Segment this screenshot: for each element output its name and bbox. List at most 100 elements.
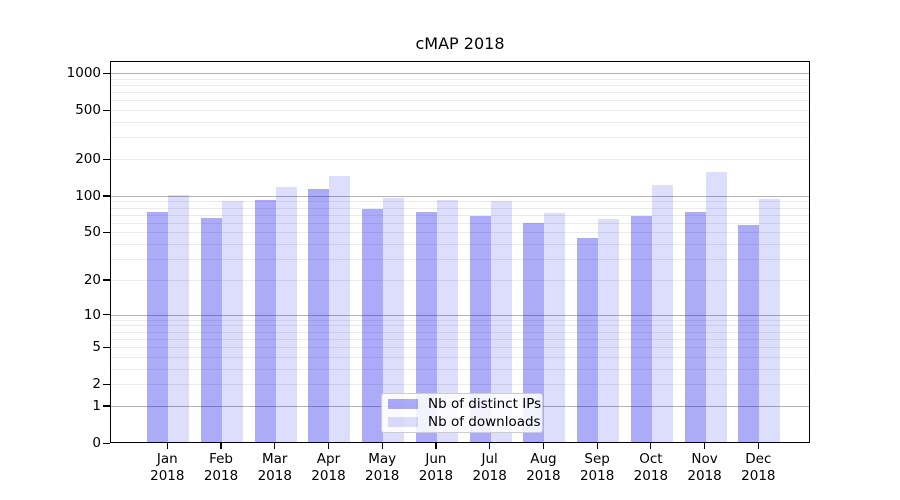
y-tick-mark — [103, 279, 110, 281]
y-tick-label: 20 — [83, 271, 101, 288]
minor-gridline — [111, 84, 809, 86]
bar-distinct-ips — [254, 200, 276, 442]
x-tick-label: Apr 2018 — [311, 451, 346, 484]
x-tick-mark — [704, 443, 706, 449]
minor-gridline — [111, 347, 809, 349]
x-tick-mark — [435, 443, 437, 449]
y-tick-mark — [103, 383, 110, 385]
y-tick-label: 100 — [75, 187, 101, 204]
plot-area — [110, 61, 810, 443]
x-tick-label: Mar 2018 — [257, 451, 292, 484]
x-tick-label: Sep 2018 — [579, 451, 615, 484]
minor-gridline — [111, 325, 809, 327]
bar-downloads — [383, 198, 405, 442]
x-tick-label: Oct 2018 — [633, 451, 669, 484]
legend-swatch-distinct-ips — [388, 399, 418, 409]
bar-distinct-ips — [523, 222, 545, 442]
x-tick-mark — [650, 443, 652, 449]
legend-label-distinct-ips: Nb of distinct IPs — [428, 396, 542, 412]
legend-label-downloads: Nb of downloads — [428, 414, 541, 430]
minor-gridline — [111, 122, 809, 124]
minor-gridline — [111, 384, 809, 386]
minor-gridline — [111, 201, 809, 203]
minor-gridline — [111, 368, 809, 370]
bar-downloads — [544, 212, 566, 442]
bar-distinct-ips — [147, 211, 169, 442]
legend-swatch-downloads — [388, 417, 418, 427]
y-tick-label: 50 — [83, 224, 101, 241]
legend: Nb of distinct IPs Nb of downloads — [381, 393, 543, 433]
x-tick-mark — [489, 443, 491, 449]
x-tick-mark — [381, 443, 383, 449]
y-tick-label: 10 — [83, 306, 101, 323]
bar-downloads — [275, 187, 297, 442]
bar-distinct-ips — [577, 237, 599, 442]
x-tick-mark — [274, 443, 276, 449]
bar-downloads — [705, 171, 727, 442]
minor-gridline — [111, 331, 809, 333]
x-tick-mark — [596, 443, 598, 449]
bar-downloads — [759, 198, 781, 442]
bar-downloads — [168, 194, 190, 442]
bar-downloads — [329, 176, 351, 442]
y-tick-mark — [103, 314, 110, 316]
x-tick-label: Feb 2018 — [203, 451, 239, 484]
minor-gridline — [111, 356, 809, 358]
x-tick-mark — [757, 443, 759, 449]
major-gridline — [111, 73, 809, 75]
minor-gridline — [111, 244, 809, 246]
bar-distinct-ips — [415, 211, 437, 442]
bar-distinct-ips — [738, 224, 760, 442]
bar-distinct-ips — [630, 216, 652, 442]
bar-distinct-ips — [308, 189, 330, 442]
minor-gridline — [111, 207, 809, 209]
x-tick-label: Jun 2018 — [418, 451, 454, 484]
x-tick-mark — [166, 443, 168, 449]
x-tick-label: Nov 2018 — [687, 451, 722, 484]
y-tick-mark — [103, 72, 110, 74]
x-tick-label: Dec 2018 — [741, 451, 776, 484]
minor-gridline — [111, 159, 809, 161]
x-tick-mark — [220, 443, 222, 449]
x-tick-label: May 2018 — [365, 451, 400, 484]
y-tick-label: 5 — [92, 339, 101, 356]
minor-gridline — [111, 338, 809, 340]
bar-downloads — [436, 200, 458, 442]
y-tick-mark — [103, 158, 110, 160]
minor-gridline — [111, 110, 809, 112]
minor-gridline — [111, 259, 809, 261]
y-tick-mark — [103, 346, 110, 348]
bar-distinct-ips — [362, 209, 384, 442]
minor-gridline — [111, 279, 809, 281]
minor-gridline — [111, 222, 809, 224]
y-tick-label: 500 — [75, 102, 101, 119]
y-tick-mark — [103, 109, 110, 111]
minor-gridline — [111, 100, 809, 102]
bar-distinct-ips — [684, 211, 706, 442]
x-tick-label: Jul 2018 — [472, 451, 507, 484]
x-tick-mark — [327, 443, 330, 449]
y-tick-mark — [103, 195, 110, 197]
y-tick-label: 200 — [75, 151, 101, 168]
minor-gridline — [111, 319, 809, 321]
bar-distinct-ips — [469, 216, 491, 442]
minor-gridline — [111, 92, 809, 94]
y-tick-mark — [103, 405, 110, 407]
major-gridline — [111, 314, 809, 316]
y-tick-label: 1000 — [66, 65, 101, 82]
y-tick-mark — [103, 442, 110, 444]
minor-gridline — [111, 232, 809, 234]
x-tick-mark — [542, 443, 544, 449]
bar-distinct-ips — [201, 217, 223, 442]
minor-gridline — [111, 214, 809, 216]
bar-downloads — [222, 201, 244, 442]
x-tick-label: Aug 2018 — [526, 451, 561, 484]
minor-gridline — [111, 137, 809, 139]
chart-title: cMAP 2018 — [415, 34, 505, 53]
y-tick-mark — [103, 231, 110, 234]
y-tick-label: 1 — [92, 397, 101, 414]
x-tick-label: Jan 2018 — [150, 451, 185, 484]
bar-downloads — [598, 219, 620, 442]
bar-downloads — [651, 184, 673, 442]
